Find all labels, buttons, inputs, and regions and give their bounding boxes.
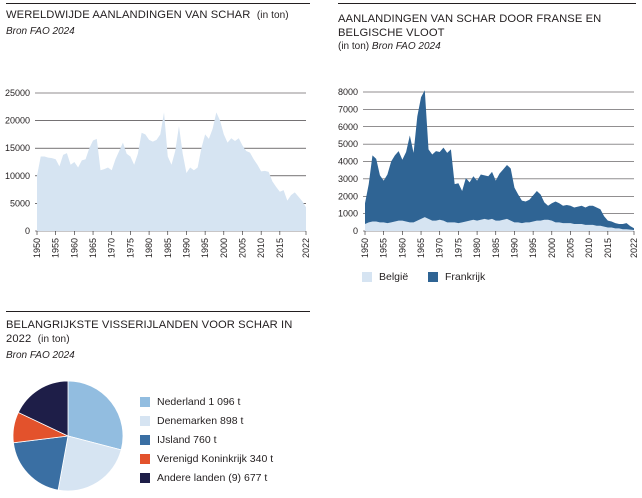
panel1-unit: (in ton) [256, 10, 289, 21]
pie-legend-swatch [140, 454, 150, 464]
x-tick-label: 2005 [237, 238, 247, 258]
panel2-title-line2: BELGISCHE VLOOT [338, 27, 445, 39]
pie-legend-swatch [140, 435, 150, 445]
fr-be-landings-panel: AANLANDINGEN VAN SCHAR DOOR FRANSE EN BE… [338, 12, 638, 53]
pie-slice-andere-landen-9 [17, 380, 69, 437]
chart2-legend-belgie: België [362, 271, 408, 283]
y-tick-label: 10000 [5, 171, 30, 181]
frankrijk-swatch [428, 272, 438, 282]
series-frankrijk-area [365, 90, 634, 231]
y-tick-label: 15000 [5, 143, 30, 153]
panel2-top-rule [338, 3, 636, 4]
y-tick-label: 20000 [5, 116, 30, 126]
pie-legend-item: Andere landen (9) 677 t [140, 472, 267, 484]
y-tick-label: 6000 [338, 122, 358, 132]
x-tick-label: 1965 [416, 238, 426, 258]
x-tick-label: 2022 [629, 238, 639, 258]
x-tick-label: 2015 [603, 238, 613, 258]
panel3-top-rule [6, 311, 310, 312]
y-tick-label: 3000 [338, 174, 358, 184]
y-tick-label: 0 [353, 226, 358, 236]
y-tick-label: 1000 [338, 209, 358, 219]
y-tick-label: 8000 [338, 87, 358, 97]
panel2-title-line1: AANLANDINGEN VAN SCHAR DOOR FRANSE EN [338, 13, 602, 25]
pie-legend-label: IJsland 760 t [157, 434, 217, 446]
pie-slice-ijsland [12, 435, 69, 491]
pie-legend-item: Denemarken 898 t [140, 415, 243, 427]
panel1-top-rule [6, 3, 310, 4]
panel1-source: Bron FAO 2024 [6, 26, 75, 37]
pie-legend-swatch [140, 397, 150, 407]
panel1-title: WERELDWIJDE AANLANDINGEN VAN SCHAR (in t… [6, 8, 310, 23]
panel3-title-line1: BELANGRIJKSTE VISSERIJLANDEN VOOR SCHAR … [6, 319, 293, 331]
x-tick-label: 2010 [584, 238, 594, 258]
x-tick-label: 2000 [547, 238, 557, 258]
panel2-unit: (in ton) [338, 41, 370, 52]
series-world-area [37, 112, 306, 231]
x-tick-label: 1990 [509, 238, 519, 258]
legend-frankrijk-label: Frankrijk [445, 271, 486, 283]
pie-slice-nederland [67, 380, 124, 451]
pie-legend-label: Denemarken 898 t [157, 415, 244, 427]
y-tick-label: 7000 [338, 104, 358, 114]
x-tick-label: 1950 [32, 238, 42, 258]
x-tick-label: 1970 [435, 238, 445, 258]
series-belgie-area [365, 217, 634, 231]
x-tick-label: 1995 [200, 238, 210, 258]
top-countries-panel: BELANGRIJKSTE VISSERIJLANDEN VOOR SCHAR … [6, 318, 310, 362]
pie-legend-label: Nederland 1 096 t [157, 396, 241, 408]
y-tick-label: 5000 [10, 198, 30, 208]
x-tick-label: 2000 [219, 238, 229, 258]
panel2-title: AANLANDINGEN VAN SCHAR DOOR FRANSE EN BE… [338, 12, 638, 40]
pie-legend-item: Verenigd Koninkrijk 340 t [140, 453, 273, 465]
x-tick-label: 1960 [397, 238, 407, 258]
x-tick-label: 1955 [379, 238, 389, 258]
fr-be-landings-chart: 0 1000 2000 3000 4000 5000 6000 7000 8000 1950 195… [338, 87, 639, 258]
pie-legend-swatch [140, 416, 150, 426]
x-tick-label: 1980 [472, 238, 482, 258]
x-tick-label: 1975 [125, 238, 135, 258]
x-tick-label: 1960 [69, 238, 79, 258]
chart2-legend-frankrijk: Frankrijk [428, 271, 485, 283]
pie-legend-item: IJsland 760 t [140, 434, 217, 446]
x-tick-label: 1990 [181, 238, 191, 258]
x-tick-label: 1975 [453, 238, 463, 258]
panel2-source: Bron FAO 2024 [371, 41, 441, 52]
x-tick-label: 1980 [144, 238, 154, 258]
x-tick-label: 1955 [51, 238, 61, 258]
y-tick-label: 25000 [5, 88, 30, 98]
x-tick-label: 2015 [275, 238, 285, 258]
x-tick-label: 2010 [256, 238, 266, 258]
x-tick-label: 1985 [163, 238, 173, 258]
panel1-title-text: WERELDWIJDE AANLANDINGEN VAN SCHAR [6, 9, 251, 21]
x-tick-label: 1950 [360, 238, 370, 258]
world-landings-chart: 0 5000 10000 15000 20000 25000 1950 1955 1960 196… [5, 88, 310, 258]
panel2-subtitle: (in ton) Bron FAO 2024 [338, 40, 638, 53]
pie-slice-denemarken [57, 435, 122, 492]
belgie-swatch [362, 272, 372, 282]
panel3-title: BELANGRIJKSTE VISSERIJLANDEN VOOR SCHAR … [6, 318, 310, 347]
panel3-title-line2: 2022 [6, 333, 32, 345]
x-tick-label: 1965 [88, 238, 98, 258]
x-tick-label: 1985 [491, 238, 501, 258]
panel3-unit: (in ton) [37, 334, 70, 345]
top-countries-pie [12, 380, 124, 492]
y-tick-label: 2000 [338, 191, 358, 201]
legend-belgie-label: België [379, 271, 409, 283]
pie-legend-item: Nederland 1 096 t [140, 396, 240, 408]
pie-legend-swatch [140, 473, 150, 483]
x-tick-label: 1995 [528, 238, 538, 258]
x-tick-label: 1970 [107, 238, 117, 258]
pie-legend-label: Andere landen (9) 677 t [157, 472, 268, 484]
y-tick-label: 4000 [338, 157, 358, 167]
x-tick-label: 2005 [565, 238, 575, 258]
pie-legend-label: Verenigd Koninkrijk 340 t [157, 453, 274, 465]
world-landings-panel: WERELDWIJDE AANLANDINGEN VAN SCHAR (in t… [6, 8, 310, 38]
panel3-source: Bron FAO 2024 [6, 350, 75, 361]
x-tick-label: 2022 [301, 238, 310, 258]
y-tick-label: 5000 [338, 139, 358, 149]
y-tick-label: 0 [25, 226, 30, 236]
